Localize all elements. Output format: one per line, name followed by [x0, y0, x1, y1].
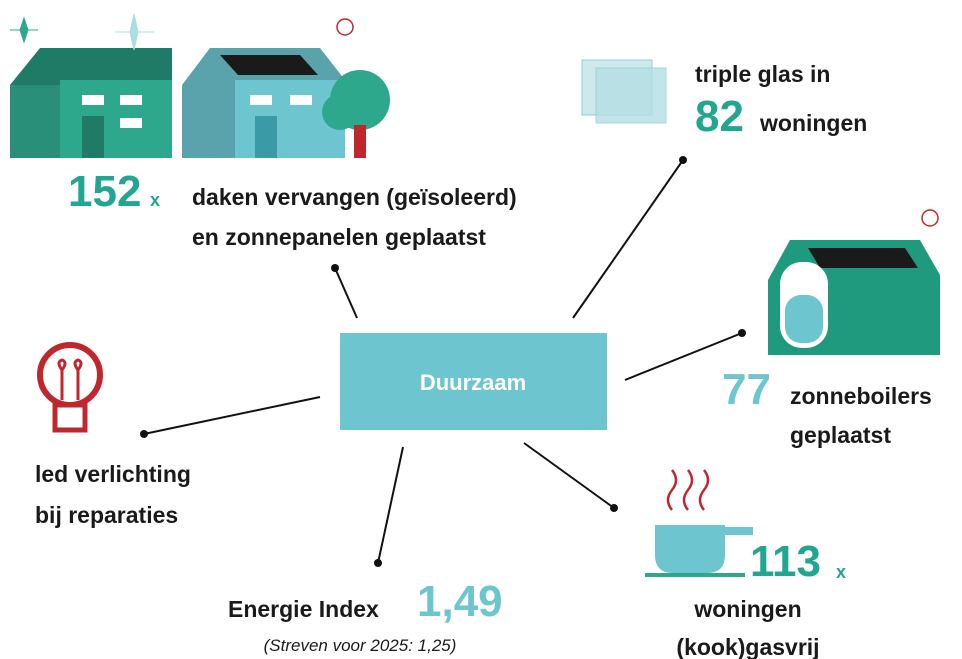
stat-text: triple glas in	[695, 61, 830, 87]
stat-suffix: x	[150, 190, 160, 210]
stat-label: Energie Index	[228, 596, 379, 622]
connector	[573, 160, 683, 318]
wall	[60, 80, 172, 158]
tree	[322, 94, 358, 130]
houses-icon	[10, 14, 390, 158]
sun	[337, 19, 353, 35]
stat-text: bij reparaties	[35, 502, 178, 528]
stat-text: woningen	[759, 110, 867, 136]
center-label: Duurzaam	[420, 370, 526, 395]
window	[120, 118, 142, 128]
base	[55, 405, 85, 430]
connector	[335, 268, 357, 318]
pan	[655, 525, 725, 573]
stat-note: (Streven voor 2025: 1,25)	[264, 636, 457, 655]
connector-dot	[610, 504, 618, 512]
bulb-icon	[40, 345, 100, 430]
infographic: Duurzaam 152 x daken vervangen (geïsolee…	[0, 0, 962, 659]
connector-dot	[738, 329, 746, 337]
stat-number: 77	[722, 365, 771, 414]
pan-icon	[645, 470, 753, 575]
bulb	[40, 345, 100, 405]
roof	[10, 48, 172, 85]
sun	[922, 210, 938, 226]
stat-text: en zonnepanelen geplaatst	[192, 224, 486, 250]
door	[255, 116, 277, 158]
window	[82, 95, 104, 105]
connector	[144, 397, 320, 434]
trunk	[354, 125, 366, 158]
stat-number: 113	[750, 537, 821, 586]
water	[785, 295, 823, 343]
glass-icon	[582, 60, 666, 123]
stat-text: geplaatst	[790, 422, 891, 448]
stat-suffix: x	[836, 562, 846, 582]
filament	[59, 360, 81, 400]
stat-number: 1,49	[417, 577, 503, 626]
connector-dot	[374, 559, 382, 567]
stat-number: 152	[68, 167, 141, 216]
stat-number: 82	[695, 92, 744, 141]
stat-text: (kook)gasvrij	[676, 634, 819, 659]
window	[250, 95, 272, 105]
connector-dot	[679, 156, 687, 164]
connector-dot	[331, 264, 339, 272]
connector	[378, 447, 403, 563]
stat-text: daken vervangen (geïsoleerd)	[192, 184, 517, 210]
stat-text: led verlichting	[35, 461, 191, 487]
stat-text: woningen	[693, 596, 801, 622]
sparkle	[10, 18, 38, 42]
door	[82, 116, 104, 158]
connector	[524, 443, 614, 508]
boiler-icon	[768, 210, 940, 355]
wall	[10, 85, 60, 158]
steam	[668, 470, 708, 510]
stat-text: zonneboilers	[790, 383, 932, 409]
window	[120, 95, 142, 105]
window	[290, 95, 312, 105]
handle	[725, 527, 753, 535]
sparkle	[115, 14, 154, 50]
connector-dot	[140, 430, 148, 438]
pane	[596, 68, 666, 123]
solar-panel	[808, 248, 918, 268]
